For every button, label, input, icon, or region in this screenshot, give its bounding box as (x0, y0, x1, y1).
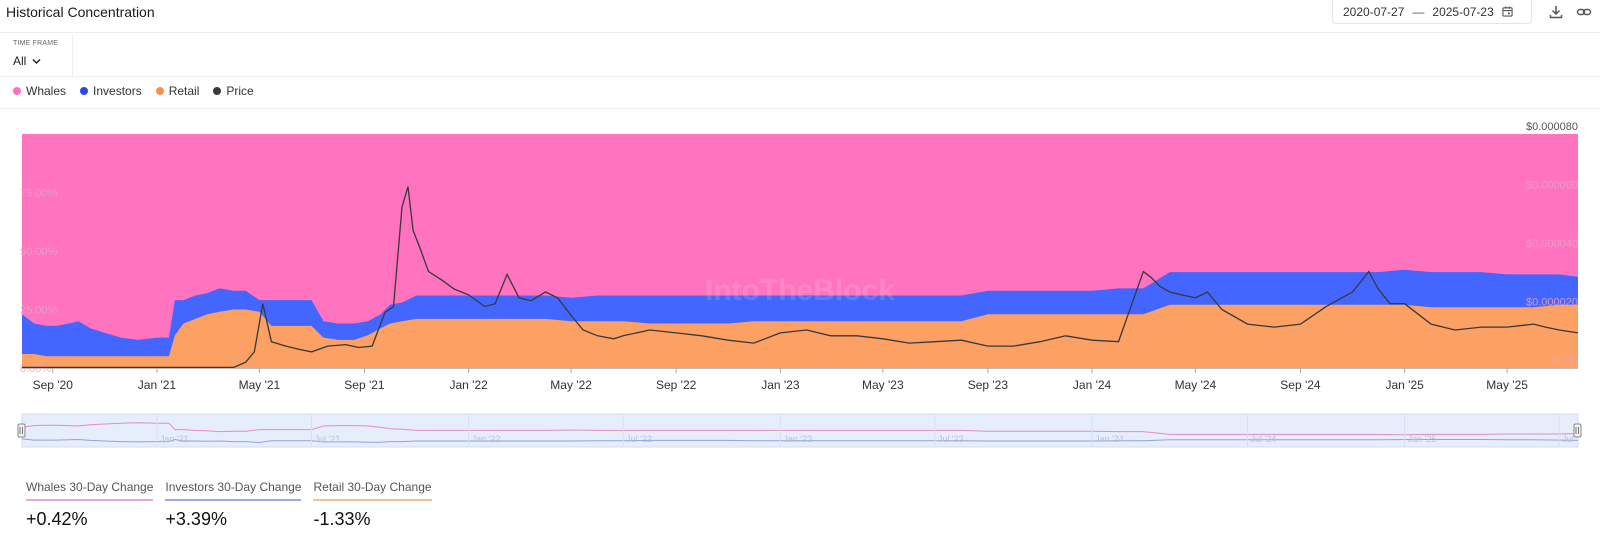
legend-item-retail[interactable]: Retail (155, 84, 200, 98)
x-tick-label: May '22 (550, 378, 592, 392)
right-axis-tick: $0.000080 (1526, 121, 1578, 133)
legend-item-price[interactable]: Price (213, 84, 254, 98)
navigator-tick-label: Jan '23 (783, 434, 812, 444)
kpi-whales: Whales 30-Day Change +0.42% (26, 480, 154, 530)
legend-dot (80, 87, 89, 95)
divider (0, 76, 1600, 77)
right-axis-tick: $0.000020 (1526, 297, 1578, 309)
x-tick-label: Sep '20 (33, 378, 74, 392)
x-tick-label: Jan '24 (1073, 378, 1112, 392)
price-line (22, 186, 1579, 369)
legend-label: Whales (26, 84, 67, 98)
date-separator: — (1412, 4, 1425, 19)
kpi-label: Investors 30-Day Change (165, 480, 302, 501)
x-tick-label: Sep '22 (656, 378, 697, 392)
legend-label: Investors (93, 84, 142, 98)
kpi-value: +3.39% (165, 509, 227, 529)
kpi-label: Retail 30-Day Change (313, 480, 432, 501)
chart-legend: Whales Investors Retail Price (13, 84, 254, 98)
navigator-handle-left[interactable] (17, 423, 26, 438)
navigator-tick-label: Jul '22 (626, 434, 652, 444)
x-tick-label: Sep '24 (1280, 378, 1321, 392)
kpi-value: +0.42% (26, 509, 88, 529)
right-axis-tick: $0.00 (1550, 355, 1578, 367)
watermark-text: IntoTheBlock (705, 274, 895, 307)
navigator-tick-label: Jan '25 (1408, 434, 1437, 444)
x-tick-label: Jan '22 (449, 378, 488, 392)
timeframe-value: All (13, 54, 27, 68)
legend-item-investors[interactable]: Investors (80, 84, 142, 98)
kpi-label: Whales 30-Day Change (26, 480, 154, 501)
legend-dot (155, 87, 164, 95)
link-icon[interactable] (1576, 4, 1592, 20)
chevron-down-icon (32, 58, 41, 65)
kpi-value: -1.33% (313, 509, 371, 529)
x-tick-label: May '23 (862, 378, 904, 392)
x-tick-label: May '21 (239, 378, 281, 392)
kpi-investors: Investors 30-Day Change +3.39% (165, 480, 302, 530)
x-tick-label: Jan '23 (761, 378, 800, 392)
divider (0, 108, 1600, 109)
calendar-icon[interactable] (1502, 6, 1513, 17)
left-axis-tick: 25.00% (20, 305, 58, 317)
chart-title: Historical Concentration (6, 4, 155, 20)
navigator-tick-label: Jul (1562, 434, 1574, 444)
x-tick-label: Jan '21 (138, 378, 177, 392)
retail-area (22, 304, 1578, 368)
left-axis-tick: 50.00% (20, 246, 58, 258)
legend-dot (13, 87, 21, 95)
x-tick-label: Sep '21 (344, 378, 385, 392)
right-axis-tick: $0.000040 (1526, 238, 1578, 250)
timeframe-selector: TIME FRAME All (0, 34, 73, 76)
navigator-tick-label: Jan '22 (472, 434, 501, 444)
navigator-investors-line (21, 438, 1579, 444)
legend-dot (213, 87, 222, 95)
navigator-whales-line (21, 422, 1579, 436)
date-from: 2020-07-27 (1343, 4, 1405, 19)
timeframe-label: TIME FRAME (13, 40, 59, 47)
navigator-tick-label: Jul '21 (315, 434, 341, 444)
x-tick-label: Jan '25 (1385, 378, 1424, 392)
legend-item-whales[interactable]: Whales (13, 84, 66, 98)
chart-header: Historical Concentration 2020-07-27 — 20… (0, 0, 1600, 33)
kpi-row: Whales 30-Day Change +0.42% Investors 30… (26, 480, 432, 530)
x-tick-label: May '24 (1175, 378, 1217, 392)
legend-label: Retail (168, 84, 200, 98)
x-tick-label: May '25 (1486, 378, 1528, 392)
x-tick-label: Sep '23 (968, 378, 1009, 392)
navigator-tick-label: Jul '23 (938, 434, 964, 444)
concentration-chart[interactable]: IntoTheBlock0.00%25.00%50.00%75.00%$0.00… (0, 115, 1600, 460)
navigator-tick-label: Jan '24 (1095, 434, 1124, 444)
navigator-tick-label: Jan '21 (160, 434, 189, 444)
navigator-handle-right[interactable] (1573, 423, 1582, 438)
date-range-picker[interactable]: 2020-07-27 — 2025-07-23 (1332, 0, 1532, 24)
date-to: 2025-07-23 (1432, 4, 1494, 19)
legend-label: Price (226, 84, 254, 98)
navigator-tick-label: Jul '24 (1250, 434, 1276, 444)
kpi-retail: Retail 30-Day Change -1.33% (313, 480, 432, 530)
right-axis-tick: $0.000060 (1526, 180, 1578, 192)
timeframe-dropdown[interactable]: All (13, 54, 41, 68)
left-axis-tick: 75.00% (20, 188, 58, 200)
download-icon[interactable] (1548, 4, 1564, 20)
